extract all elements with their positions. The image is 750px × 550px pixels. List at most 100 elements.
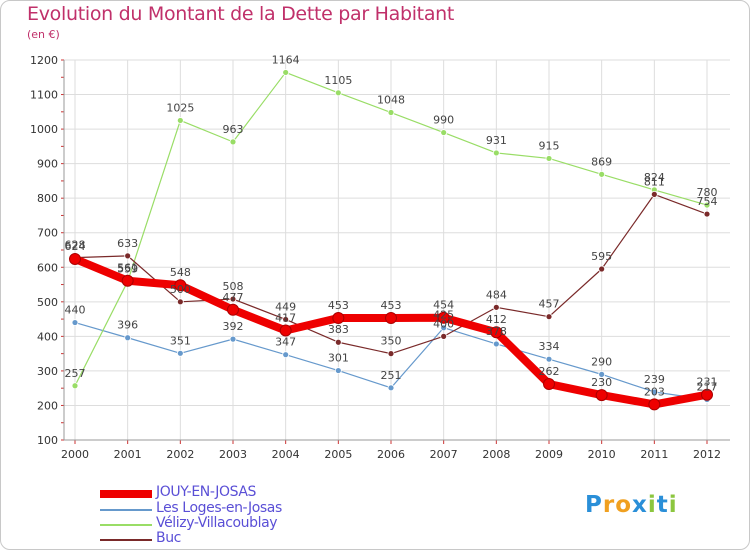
data-label-jouy: 412 <box>486 313 507 326</box>
data-label-buc: 754 <box>697 195 718 208</box>
data-label-jouy: 230 <box>591 376 612 389</box>
x-tick-label: 2010 <box>588 448 616 461</box>
data-label-velizy: 963 <box>223 123 244 136</box>
data-point-buc <box>440 332 448 340</box>
x-tick-label: 2011 <box>640 448 668 461</box>
logo-letter: i <box>647 492 657 518</box>
data-point-loges <box>71 319 79 326</box>
data-label-velizy: 824 <box>644 171 665 184</box>
data-point-jouy <box>490 326 503 339</box>
data-point-loges <box>492 340 500 348</box>
data-label-velizy: 1025 <box>166 101 194 114</box>
data-label-buc: 811 <box>644 175 665 188</box>
data-point-jouy <box>701 388 713 401</box>
data-label-loges: 396 <box>117 319 138 332</box>
y-tick-label: 700 <box>37 227 58 240</box>
data-label-jouy: 203 <box>644 385 665 398</box>
data-point-buc <box>492 303 500 311</box>
data-point-jouy <box>69 252 81 265</box>
y-tick-label: 900 <box>37 158 58 171</box>
chart-title: Evolution du Montant de la Dette par Hab… <box>27 3 455 25</box>
data-label-velizy: 931 <box>486 134 507 147</box>
data-point-buc <box>545 313 553 321</box>
data-label-buc: 595 <box>591 250 612 263</box>
proxiti-logo: Proxiti <box>585 492 678 518</box>
data-label-loges: 425 <box>433 309 454 322</box>
data-point-loges <box>650 388 658 396</box>
x-tick-label: 2000 <box>61 448 89 461</box>
x-tick-label: 2006 <box>377 448 405 461</box>
data-point-jouy <box>332 312 345 325</box>
x-tick-label: 2008 <box>482 448 510 461</box>
data-point-velizy <box>229 138 237 146</box>
data-point-loges <box>124 334 132 342</box>
data-point-loges <box>598 370 606 378</box>
logo-letter: i <box>668 492 678 518</box>
data-point-jouy <box>174 279 187 292</box>
data-label-buc: 457 <box>539 298 560 311</box>
data-point-jouy <box>227 303 239 316</box>
data-point-buc <box>387 350 395 358</box>
y-tick-label: 100 <box>37 434 58 447</box>
data-label-velizy: 869 <box>591 155 612 168</box>
data-label-jouy: 477 <box>223 291 244 304</box>
data-point-buc <box>598 265 606 273</box>
data-label-velizy: 1164 <box>272 53 300 66</box>
data-point-velizy <box>703 201 711 209</box>
data-label-buc: 383 <box>328 323 349 336</box>
legend-label-loges: Les Loges-en-Josas <box>156 500 282 516</box>
x-tick-label: 2004 <box>272 448 300 461</box>
logo-letter: o <box>615 492 633 518</box>
data-label-jouy: 624 <box>65 240 86 253</box>
data-point-buc <box>176 298 184 306</box>
data-label-loges: 378 <box>486 325 507 338</box>
data-label-jouy: 231 <box>697 376 718 389</box>
chart-unit: (en €) <box>27 28 60 41</box>
data-label-jouy: 561 <box>117 262 138 275</box>
data-label-velizy: 1048 <box>377 94 405 107</box>
legend-swatch-velizy <box>100 524 152 526</box>
data-point-jouy <box>385 312 397 325</box>
y-tick-label: 400 <box>37 330 58 343</box>
data-point-loges <box>334 367 342 374</box>
data-point-jouy <box>595 389 608 402</box>
data-point-buc <box>650 190 658 198</box>
data-point-buc <box>703 210 711 218</box>
legend-swatch-buc <box>100 539 152 541</box>
data-label-velizy: 990 <box>433 114 454 127</box>
data-point-jouy <box>121 274 134 287</box>
legend-swatch-jouy <box>100 490 152 498</box>
data-point-buc <box>334 338 342 346</box>
data-label-loges: 239 <box>644 373 665 386</box>
y-tick-label: 1000 <box>30 123 58 136</box>
data-point-velizy <box>440 129 448 136</box>
data-label-velizy: 915 <box>539 139 560 152</box>
data-label-velizy: 559 <box>117 262 138 275</box>
y-tick-label: 1100 <box>30 89 58 102</box>
legend-label-buc: Buc <box>156 530 181 546</box>
data-point-velizy <box>545 155 553 162</box>
data-point-loges <box>387 384 395 392</box>
x-tick-label: 2009 <box>535 448 563 461</box>
data-point-velizy <box>176 117 184 124</box>
data-label-velizy: 780 <box>697 186 718 199</box>
data-label-loges: 301 <box>328 352 349 365</box>
data-point-buc <box>282 316 290 323</box>
legend-label-jouy: JOUY-EN-JOSAS <box>156 484 257 500</box>
data-point-loges <box>282 351 290 359</box>
data-label-buc: 400 <box>433 317 454 330</box>
data-point-velizy <box>71 382 79 390</box>
y-tick-label: 600 <box>37 261 58 274</box>
x-tick-label: 2001 <box>114 448 142 461</box>
data-label-jouy: 417 <box>275 311 296 324</box>
legend-swatch-loges <box>100 509 152 511</box>
logo-letter: r <box>602 492 616 518</box>
data-label-buc: 500 <box>170 283 191 296</box>
data-label-loges: 217 <box>697 381 718 394</box>
data-point-loges <box>440 324 448 332</box>
logo-letter: P <box>585 492 603 518</box>
x-tick-label: 2002 <box>166 448 194 461</box>
data-label-jouy: 453 <box>328 299 349 312</box>
